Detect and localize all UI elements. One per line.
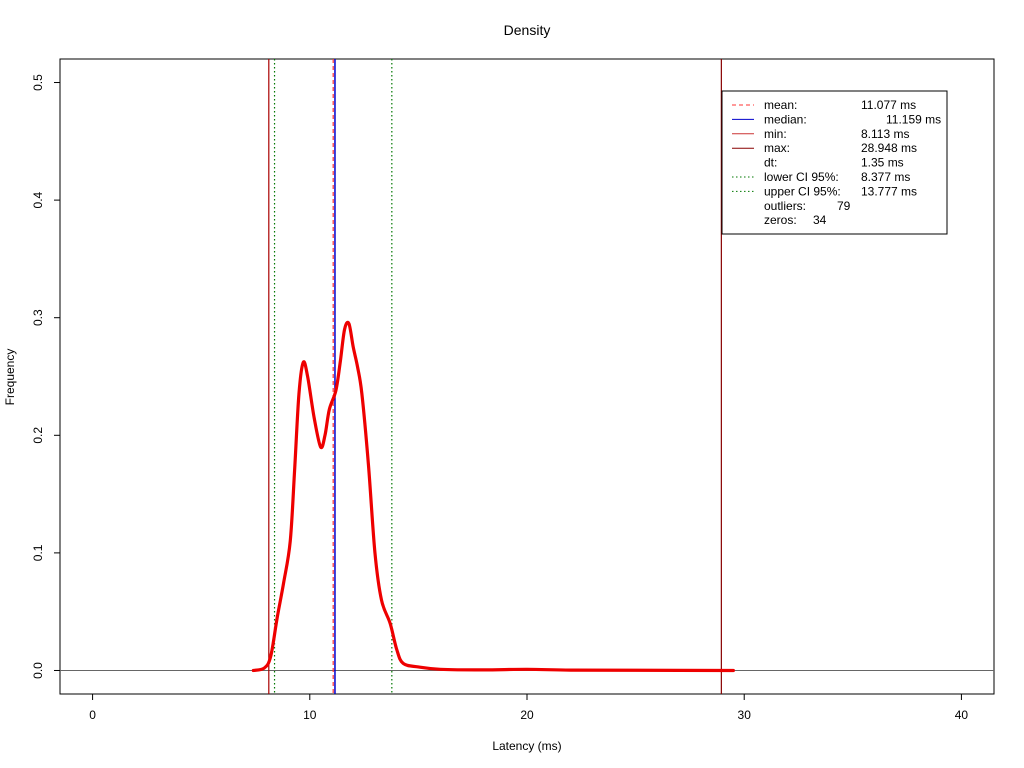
x-tick-label: 0 (89, 708, 96, 722)
legend-label: zeros: (764, 213, 797, 227)
x-tick-label: 30 (738, 708, 752, 722)
x-axis: 0 10 20 30 40 (89, 693, 969, 722)
y-tick-label: 0.4 (31, 191, 45, 208)
legend-value: 11.077 ms (861, 98, 916, 112)
legend-value: 8.377 ms (861, 170, 910, 184)
legend-label: max: (764, 141, 790, 155)
legend-label: upper CI 95%: (764, 184, 841, 198)
legend-box (721, 90, 948, 235)
chart-title: Density (504, 22, 551, 38)
y-tick-label: 0.2 (31, 427, 45, 444)
legend-label: outliers: (764, 199, 806, 213)
x-tick-label: 20 (520, 708, 534, 722)
legend-label: median: (764, 112, 807, 126)
y-tick-label: 0.0 (31, 662, 45, 679)
x-axis-title: Latency (ms) (492, 739, 561, 753)
legend: mean: 11.077 ms median: 11.159 ms min: 8.113 … (721, 90, 948, 235)
legend-value: 8.113 ms (861, 127, 909, 141)
legend-value: 13.777 ms (861, 184, 917, 198)
legend-label: min: (764, 127, 787, 141)
legend-value: 11.159 ms (886, 112, 941, 126)
legend-label: lower CI 95%: (764, 170, 839, 184)
y-tick-label: 0.1 (31, 544, 45, 561)
density-curve-0 (251, 320, 735, 673)
y-tick-label: 0.5 (31, 74, 45, 91)
legend-value: 79 (837, 199, 851, 213)
legend-value: 1.35 ms (861, 156, 904, 170)
y-tick-label: 0.3 (31, 309, 45, 326)
series-layer (251, 320, 735, 673)
y-axis-title: Frequency (3, 349, 17, 406)
legend-value: 34 (813, 213, 827, 227)
x-tick-label: 10 (303, 708, 317, 722)
x-tick-label: 40 (955, 708, 969, 722)
legend-value: 28.948 ms (861, 141, 917, 155)
legend-label: mean: (764, 98, 797, 112)
reference-lines (268, 59, 722, 694)
y-axis: 0.0 0.1 0.2 0.3 0.4 0.5 (31, 74, 61, 679)
legend-label: dt: (764, 156, 777, 170)
